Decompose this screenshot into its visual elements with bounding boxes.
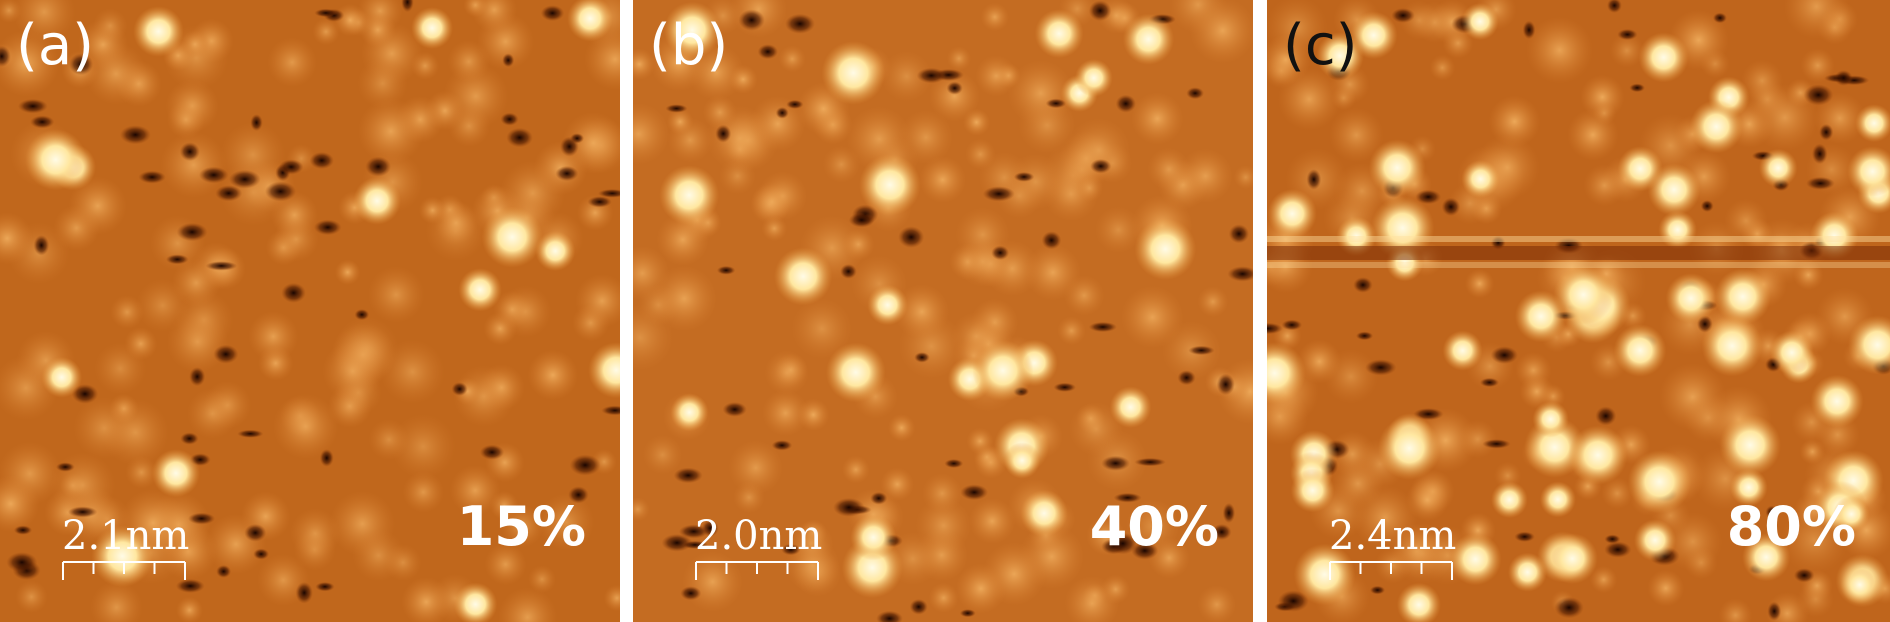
scale-bar: 2.0nm <box>695 498 823 582</box>
panel-label: (c) <box>1283 13 1358 78</box>
stm-image-c <box>1267 0 1890 622</box>
coverage-label: 80% <box>1726 495 1856 558</box>
panel-label: (a) <box>16 13 95 78</box>
scale-ruler <box>1329 561 1453 580</box>
stm-panel-a: (a) 15% 2.1nm <box>0 0 620 622</box>
scale-bar-label: 2.1nm <box>62 513 190 559</box>
scale-bar-label: 2.0nm <box>695 513 823 559</box>
stm-panel-b: (b) 40% 2.0nm <box>633 0 1253 622</box>
scale-ruler <box>695 561 819 580</box>
coverage-label: 40% <box>1089 495 1219 558</box>
stm-image-a <box>0 0 620 622</box>
scale-bar-label: 2.4nm <box>1329 513 1457 559</box>
stm-panel-c: (c) 80% 2.4nm <box>1267 0 1890 622</box>
scale-ruler <box>62 561 186 580</box>
panel-label: (b) <box>649 13 729 78</box>
scale-bar: 2.1nm <box>62 498 190 582</box>
scale-bar: 2.4nm <box>1329 498 1457 582</box>
stm-image-b <box>633 0 1253 622</box>
coverage-label: 15% <box>456 495 586 558</box>
